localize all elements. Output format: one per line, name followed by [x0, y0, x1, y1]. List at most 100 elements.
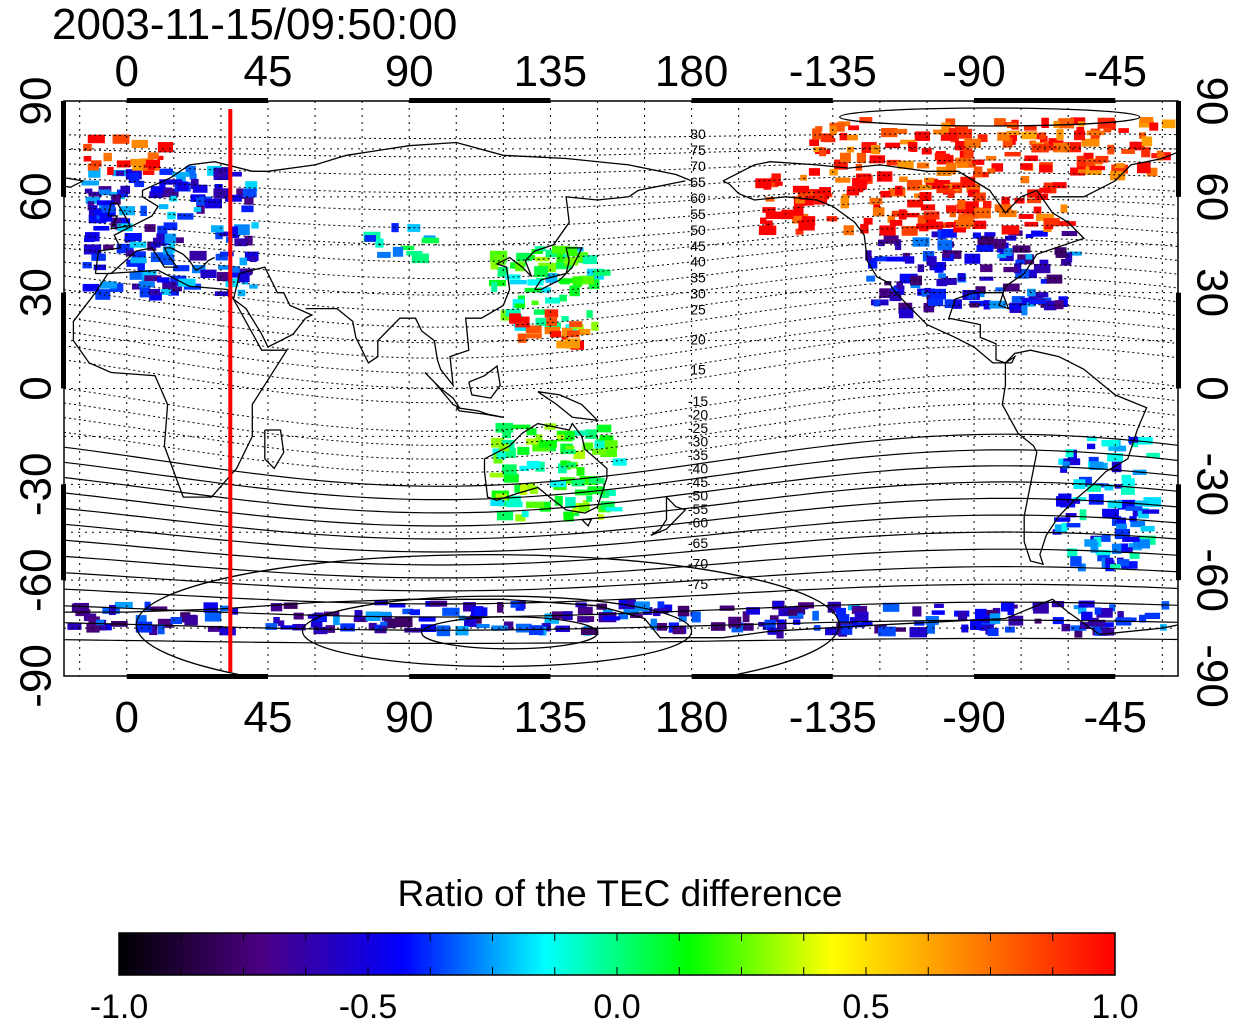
tec-cell: [855, 179, 867, 190]
tec-cell: [972, 220, 987, 230]
mlat-contour: [64, 185, 1178, 211]
tec-cell: [270, 603, 283, 612]
tec-cell: [131, 139, 149, 149]
frame-bar-bottom: [974, 674, 1116, 679]
tec-cell: [560, 460, 568, 466]
frame-bar-top: [126, 98, 268, 103]
tec-cell: [974, 207, 991, 219]
tec-cell: [587, 486, 605, 495]
tec-cell: [579, 275, 595, 285]
tec-cell: [931, 610, 945, 615]
tec-cell: [488, 279, 506, 287]
tec-cell: [549, 480, 566, 488]
frame-bar-left: [61, 484, 66, 581]
tec-cell: [135, 615, 147, 626]
tec-cell: [997, 253, 1007, 259]
tec-cell: [1105, 557, 1114, 565]
tec-cell: [236, 188, 245, 199]
tec-cell: [374, 624, 382, 631]
mlat-contour: [64, 345, 1178, 404]
tec-cell: [1084, 539, 1097, 547]
tec-cell: [99, 213, 113, 222]
tec-cell: [909, 627, 928, 638]
tec-cell: [1143, 497, 1162, 507]
tec-cell: [953, 227, 967, 233]
tec-cell: [233, 224, 250, 236]
coastline-path: [537, 391, 600, 422]
tec-cell: [999, 252, 1014, 262]
tec-cell: [582, 500, 590, 506]
tec-cell: [971, 159, 985, 165]
tec-cell: [135, 621, 153, 633]
tec-cell: [1039, 164, 1052, 173]
tec-cell: [938, 273, 946, 279]
tec-cell: [994, 204, 1012, 212]
lon-tick-label-bottom: -135: [789, 693, 877, 742]
mlat-contour: [64, 583, 1178, 605]
tec-cell: [787, 609, 798, 616]
mlat-label: 55: [690, 206, 706, 222]
tec-cell: [157, 225, 168, 236]
tec-cell: [140, 205, 147, 217]
tec-cell: [277, 620, 285, 627]
tec-cell: [834, 159, 848, 170]
tec-cell: [596, 424, 612, 433]
tec-cell: [515, 623, 532, 633]
tec-cell: [544, 309, 559, 318]
tec-cell: [280, 625, 296, 630]
tec-cell: [1070, 625, 1087, 631]
tec-cell: [618, 599, 637, 610]
tec-cell: [244, 195, 254, 205]
mlat-contour: [64, 198, 1178, 229]
mlat-label: -20: [688, 407, 708, 423]
tec-cell: [792, 619, 801, 625]
tec-cell: [557, 463, 567, 474]
tec-cell: [190, 178, 199, 190]
tec-cell: [1043, 218, 1060, 227]
tec-cell: [150, 252, 168, 263]
tec-cell: [214, 184, 223, 192]
colorbar-tick-label: 1.0: [1091, 988, 1138, 1024]
tec-cell: [914, 131, 931, 141]
tec-cell: [231, 226, 238, 237]
tec-cell: [1025, 254, 1033, 260]
tec-cell: [873, 300, 881, 307]
tec-cell: [517, 333, 527, 343]
colorbar-tick-label: -0.5: [339, 988, 398, 1024]
tec-cell: [156, 277, 170, 283]
tec-cell: [509, 313, 521, 324]
tec-cell: [883, 235, 899, 244]
tec-cell: [769, 615, 779, 623]
tec-cell: [1015, 268, 1030, 279]
tec-cell: [84, 188, 93, 194]
lon-tick-label-bottom: 0: [115, 693, 139, 742]
tec-cell: [859, 117, 873, 124]
tec-cell: [602, 616, 621, 621]
tec-cell: [1064, 142, 1082, 153]
tec-cell: [804, 195, 814, 206]
coastline-path: [468, 364, 501, 399]
tec-cell: [283, 602, 298, 609]
lat-tick-label-left: -30: [12, 453, 61, 517]
tec-cell: [942, 249, 951, 258]
frame-bar-top: [691, 98, 833, 103]
tec-cell: [820, 133, 834, 142]
tec-cell: [545, 297, 560, 304]
tec-cell: [563, 462, 576, 468]
tec-cell: [876, 171, 893, 182]
tec-cell: [881, 127, 898, 138]
mlat-label: -75: [688, 576, 708, 592]
tec-cell: [239, 257, 248, 266]
tec-cell: [313, 626, 328, 635]
tec-cell: [224, 194, 242, 202]
tec-cell: [1118, 128, 1129, 133]
mlat-label: -60: [688, 515, 708, 531]
mlat-contour: [64, 449, 1178, 501]
tec-cell: [940, 132, 958, 141]
colorbar-tick-label: 0.5: [842, 988, 889, 1024]
tec-cell: [103, 623, 112, 631]
tec-cell: [580, 627, 599, 636]
tec-cell: [952, 184, 960, 189]
tec-cell: [87, 134, 105, 144]
tec-cell: [943, 184, 960, 192]
